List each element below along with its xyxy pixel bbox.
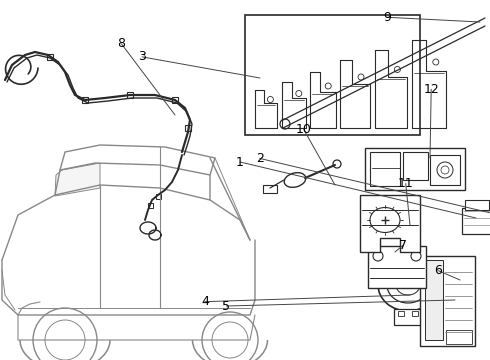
FancyBboxPatch shape — [47, 54, 53, 60]
Polygon shape — [55, 163, 100, 196]
FancyBboxPatch shape — [172, 97, 178, 103]
FancyBboxPatch shape — [425, 260, 443, 340]
FancyBboxPatch shape — [147, 202, 152, 207]
Text: 4: 4 — [201, 295, 209, 308]
FancyBboxPatch shape — [446, 330, 472, 344]
FancyBboxPatch shape — [465, 200, 489, 210]
FancyBboxPatch shape — [263, 185, 277, 193]
FancyBboxPatch shape — [368, 246, 426, 288]
Text: 6: 6 — [435, 264, 442, 277]
FancyBboxPatch shape — [370, 152, 400, 186]
FancyBboxPatch shape — [412, 311, 418, 316]
Text: 8: 8 — [118, 37, 125, 50]
FancyBboxPatch shape — [127, 92, 133, 98]
FancyBboxPatch shape — [398, 311, 404, 316]
FancyBboxPatch shape — [185, 125, 191, 131]
Text: 11: 11 — [398, 177, 414, 190]
Text: 9: 9 — [383, 11, 391, 24]
Text: 2: 2 — [256, 152, 264, 165]
FancyBboxPatch shape — [447, 303, 463, 313]
FancyBboxPatch shape — [394, 309, 422, 325]
FancyBboxPatch shape — [430, 155, 460, 185]
FancyBboxPatch shape — [420, 256, 475, 346]
FancyBboxPatch shape — [403, 152, 428, 180]
Text: 7: 7 — [399, 239, 407, 252]
Text: 1: 1 — [236, 156, 244, 168]
FancyBboxPatch shape — [155, 194, 161, 198]
Text: 5: 5 — [222, 300, 230, 312]
Text: 10: 10 — [296, 123, 312, 136]
Polygon shape — [360, 195, 420, 252]
FancyBboxPatch shape — [245, 15, 420, 135]
Text: 12: 12 — [423, 83, 439, 96]
Text: 3: 3 — [138, 50, 146, 63]
FancyBboxPatch shape — [462, 208, 490, 234]
FancyBboxPatch shape — [365, 148, 465, 190]
FancyBboxPatch shape — [82, 97, 88, 103]
